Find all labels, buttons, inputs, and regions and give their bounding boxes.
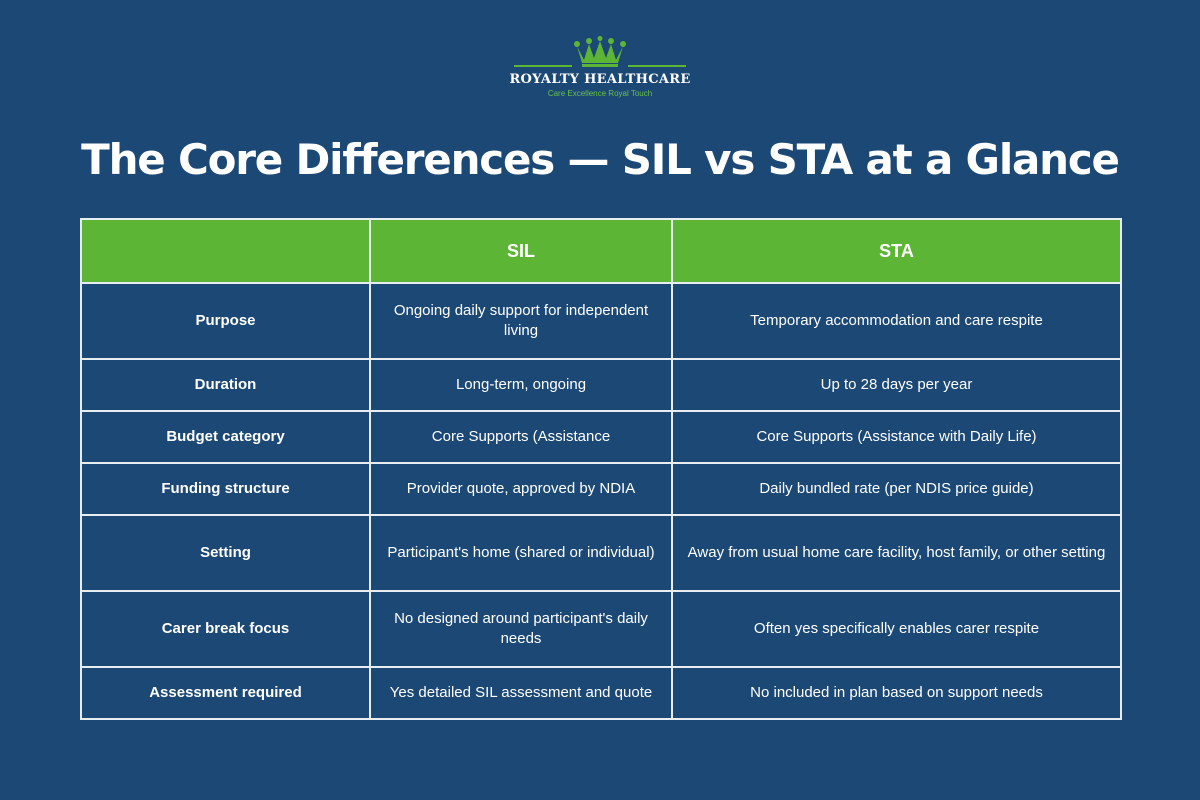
- sil-cell: Participant's home (shared or individual…: [369, 514, 673, 592]
- table-row-assessment-required: Assessment required Yes detailed SIL ass…: [80, 666, 1122, 720]
- sta-cell: Temporary accommodation and care respite: [671, 282, 1122, 360]
- brand-name: ROYALTY HEALTHCARE: [509, 72, 691, 87]
- table-row-budget-category: Budget category Core Supports (Assistanc…: [80, 410, 1122, 464]
- header-sil: SIL: [369, 218, 673, 284]
- sta-cell: No included in plan based on support nee…: [671, 666, 1122, 720]
- table-header-row: SIL STA: [80, 218, 1122, 284]
- logo-rule-left: [514, 65, 572, 67]
- sta-cell: Daily bundled rate (per NDIS price guide…: [671, 462, 1122, 516]
- header-empty-cell: [80, 218, 371, 284]
- sta-cell: Up to 28 days per year: [671, 358, 1122, 412]
- sta-cell: Away from usual home care facility, host…: [671, 514, 1122, 592]
- row-label: Duration: [80, 358, 371, 412]
- sta-cell: Core Supports (Assistance with Daily Lif…: [671, 410, 1122, 464]
- sil-cell: Yes detailed SIL assessment and quote: [369, 666, 673, 720]
- row-label: Assessment required: [80, 666, 371, 720]
- header-sta: STA: [671, 218, 1122, 284]
- table-row-purpose: Purpose Ongoing daily support for indepe…: [80, 282, 1122, 360]
- row-label: Funding structure: [80, 462, 371, 516]
- crown-icon: [574, 36, 626, 67]
- sta-cell: Often yes specifically enables carer res…: [671, 590, 1122, 668]
- comparison-table: SIL STA Purpose Ongoing daily support fo…: [80, 218, 1122, 720]
- table-row-carer-break-focus: Carer break focus No designed around par…: [80, 590, 1122, 668]
- table-row-duration: Duration Long-term, ongoing Up to 28 day…: [80, 358, 1122, 412]
- sil-cell: Long-term, ongoing: [369, 358, 673, 412]
- row-label: Carer break focus: [80, 590, 371, 668]
- brand-logo: ROYALTY HEALTHCARE Care Excellence Royal…: [500, 36, 700, 100]
- sil-cell: Core Supports (Assistance: [369, 410, 673, 464]
- page-title: The Core Differences — SIL vs STA at a G…: [81, 135, 1120, 184]
- row-label: Setting: [80, 514, 371, 592]
- sil-cell: No designed around participant's daily n…: [369, 590, 673, 668]
- table-row-setting: Setting Participant's home (shared or in…: [80, 514, 1122, 592]
- row-label: Budget category: [80, 410, 371, 464]
- brand-tagline: Care Excellence Royal Touch: [547, 89, 653, 98]
- sil-cell: Ongoing daily support for independent li…: [369, 282, 673, 360]
- table-row-funding-structure: Funding structure Provider quote, approv…: [80, 462, 1122, 516]
- sil-cell: Provider quote, approved by NDIA: [369, 462, 673, 516]
- row-label: Purpose: [80, 282, 371, 360]
- logo-rule-right: [628, 65, 686, 67]
